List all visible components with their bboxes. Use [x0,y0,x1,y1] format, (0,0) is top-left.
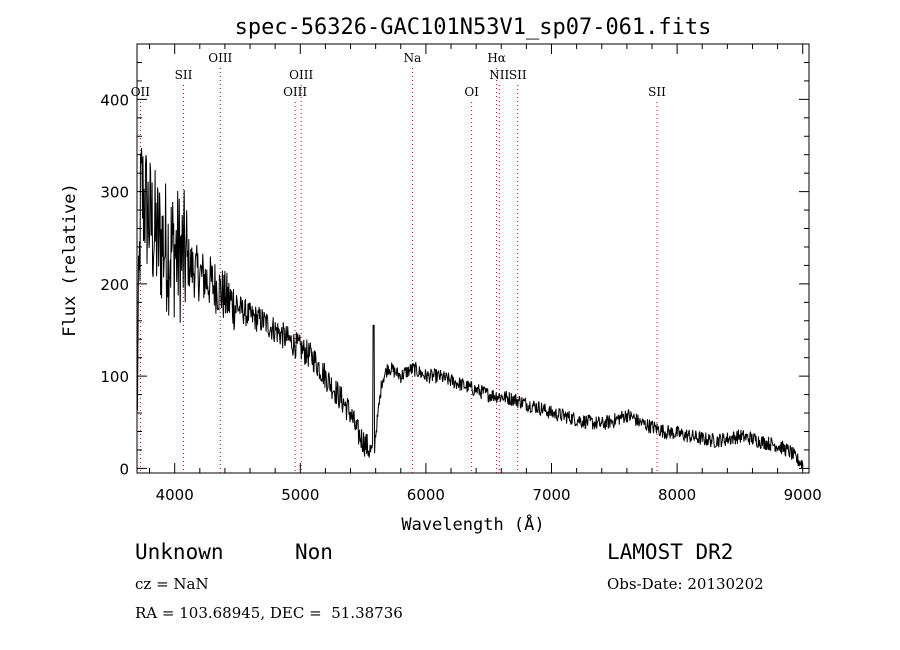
class-label: Unknown [135,540,224,564]
line-marker-label: SII [648,85,666,99]
coordinates-readout: RA = 103.68945, DEC = 51.38736 [135,604,403,622]
line-marker-label: OIII [283,85,307,99]
x-tick-label: 6000 [407,486,445,504]
x-axis-label: Wavelength (Å) [401,513,544,535]
line-marker-label: SII [509,68,527,82]
axes-ticks: 4000 5000 6000 7000 8000 9000 0 100 200 300 400 [100,44,822,504]
y-tick-label: 200 [100,276,129,294]
redshift-readout: cz = NaN [135,575,209,593]
chart-title: spec-56326-GAC101N53V1_sp07-061.fits [235,15,712,40]
line-marker-label: OIII [208,51,232,65]
obs-date-readout: Obs-Date: 20130202 [607,575,764,593]
line-marker-label: OIII [289,68,313,82]
line-marker-label: NII [489,68,509,82]
line-marker-label: OII [131,85,151,99]
x-tick-label: 5000 [281,486,319,504]
x-tick-label: 7000 [532,486,570,504]
survey-label: LAMOST DR2 [607,540,734,564]
line-marker-label: Hα [487,51,506,65]
y-tick-label: 400 [100,91,129,109]
x-tick-label: 4000 [156,486,194,504]
subclass-label: Non [295,540,333,564]
line-marker-label: OI [464,85,479,99]
line-marker-label: Na [404,51,422,65]
x-tick-label: 9000 [784,486,822,504]
y-tick-label: 300 [100,184,129,202]
spectrum-line [136,148,804,469]
y-tick-label: 100 [100,368,129,386]
y-tick-label: 0 [119,460,129,478]
plot-frame [136,43,810,474]
line-marker-label: SII [175,68,193,82]
y-axis-label: Flux (relative) [60,183,80,337]
x-tick-label: 8000 [658,486,696,504]
